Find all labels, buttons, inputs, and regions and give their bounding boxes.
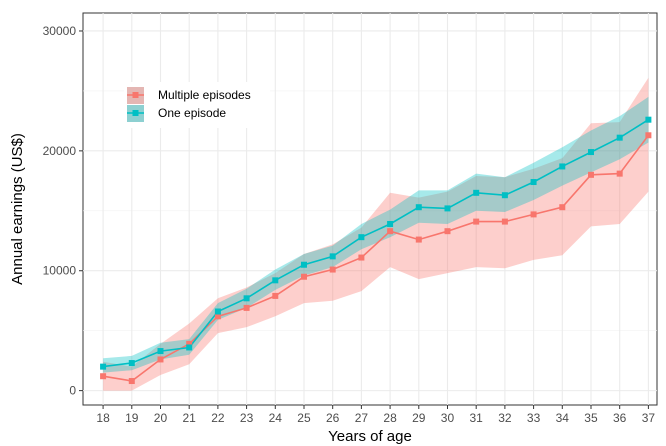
data-point xyxy=(300,273,307,280)
confidence-band xyxy=(103,96,649,373)
data-point xyxy=(214,308,221,315)
confidence-band xyxy=(103,77,649,391)
data-point xyxy=(415,236,422,243)
series-lines xyxy=(102,119,650,382)
x-tick-label: 19 xyxy=(125,411,139,425)
y-axis-title: Annual earnings (US$) xyxy=(9,133,26,285)
x-tick-label: 34 xyxy=(556,411,570,425)
data-point xyxy=(329,266,336,273)
data-point xyxy=(645,116,652,123)
confidence-bands xyxy=(103,77,649,391)
series-line xyxy=(102,134,650,382)
data-point xyxy=(587,171,594,178)
x-tick-label: 25 xyxy=(297,411,311,425)
x-tick-label: 37 xyxy=(642,411,656,425)
data-point xyxy=(501,218,508,225)
data-point xyxy=(444,228,451,235)
data-point xyxy=(616,170,623,177)
x-tick-label: 22 xyxy=(211,411,225,425)
x-tick-label: 29 xyxy=(412,411,426,425)
y-tick-label: 0 xyxy=(69,384,76,398)
data-point xyxy=(473,218,480,225)
x-tick-label: 35 xyxy=(584,411,598,425)
data-point xyxy=(501,192,508,199)
x-tick-label: 33 xyxy=(527,411,541,425)
data-point xyxy=(387,220,394,227)
data-point xyxy=(186,344,193,351)
data-point xyxy=(358,234,365,241)
x-tick-label: 21 xyxy=(183,411,197,425)
data-point xyxy=(243,304,250,311)
x-tick-label: 32 xyxy=(498,411,512,425)
data-point xyxy=(530,211,537,218)
data-point xyxy=(157,356,164,363)
x-tick-label: 26 xyxy=(326,411,340,425)
x-tick-label: 30 xyxy=(441,411,455,425)
y-tick-label: 10000 xyxy=(43,264,77,278)
y-tick-label: 30000 xyxy=(43,24,77,38)
data-point xyxy=(530,179,537,186)
legend-label: One episode xyxy=(158,106,226,120)
data-point xyxy=(329,253,336,260)
data-point xyxy=(300,261,307,268)
x-tick-label: 24 xyxy=(269,411,283,425)
data-point xyxy=(415,204,422,211)
data-point xyxy=(157,348,164,355)
data-point xyxy=(444,205,451,212)
data-point xyxy=(100,373,107,380)
data-point xyxy=(214,313,221,320)
legend: Multiple episodes One episode xyxy=(124,82,270,128)
y-tick-label: 20000 xyxy=(43,144,77,158)
x-tick-label: 31 xyxy=(470,411,484,425)
data-point xyxy=(645,132,652,139)
legend-label: Multiple episodes xyxy=(158,88,251,102)
data-point xyxy=(243,295,250,302)
x-tick-label: 27 xyxy=(355,411,369,425)
series-line xyxy=(103,119,649,368)
data-point xyxy=(272,277,279,284)
data-point xyxy=(272,292,279,299)
x-axis-title: Years of age xyxy=(328,428,412,445)
x-tick-label: 36 xyxy=(613,411,627,425)
legend-box xyxy=(124,82,270,128)
data-point xyxy=(387,228,394,235)
data-point xyxy=(128,378,135,385)
axes: 0 10000 20000 30000 18 19 20 21 22 23 24 25 26 27 28 29… xyxy=(43,24,656,425)
x-tick-label: 23 xyxy=(240,411,254,425)
data-point xyxy=(616,134,623,141)
data-point xyxy=(473,189,480,196)
data-point xyxy=(559,163,566,170)
data-point xyxy=(358,254,365,261)
data-point xyxy=(559,204,566,211)
data-point xyxy=(186,340,193,347)
legend-key-marker xyxy=(132,110,139,116)
x-tick-label: 28 xyxy=(383,411,397,425)
legend-key-marker xyxy=(132,92,139,98)
series-points xyxy=(100,116,652,385)
data-point xyxy=(587,149,594,156)
data-point xyxy=(128,360,135,367)
x-tick-label: 18 xyxy=(96,411,110,425)
x-tick-label: 20 xyxy=(154,411,168,425)
data-point xyxy=(100,363,107,370)
